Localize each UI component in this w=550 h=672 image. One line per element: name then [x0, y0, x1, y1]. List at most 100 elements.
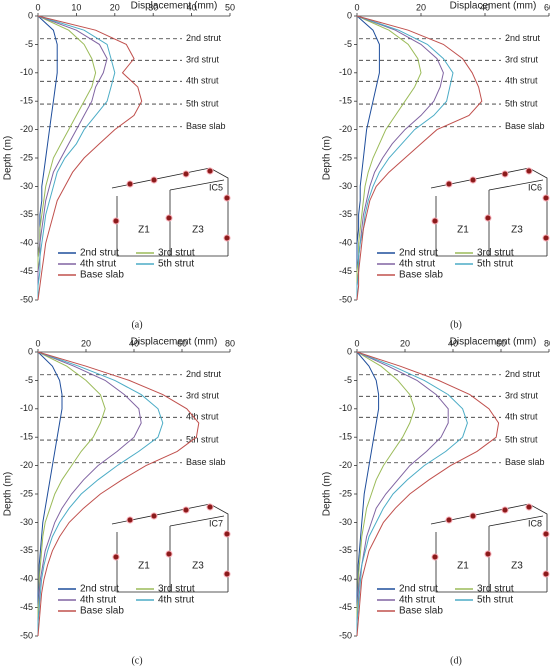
legend-label: 4th strut	[80, 595, 116, 606]
x-tick-label: 0	[35, 2, 40, 12]
x-axis-label: Displacement (mm)	[131, 337, 218, 348]
legend-label: 2nd strut	[399, 584, 438, 595]
x-tick-label: 40	[448, 338, 458, 348]
inset-zone-label: Z1	[138, 225, 150, 236]
inset-sensor	[223, 530, 231, 538]
series-line	[37, 351, 200, 637]
inset-sensor	[525, 503, 533, 511]
inset-sensor	[126, 516, 134, 524]
inset-outline	[111, 503, 229, 592]
legend-label: Base slab	[80, 270, 124, 281]
x-tick-label: 60	[496, 338, 506, 348]
inset-tag: IC6	[528, 182, 542, 192]
legend-label: 2nd strut	[399, 248, 438, 259]
inset-tag: IC7	[209, 518, 223, 528]
y-tick-label: -40	[20, 574, 33, 584]
strut-level-label: 3rd strut	[186, 391, 220, 401]
x-tick-label: 0	[35, 338, 40, 348]
legend-label: 2nd strut	[80, 248, 119, 259]
y-tick-label: -15	[20, 432, 33, 442]
inset-sensor	[223, 570, 231, 578]
inset-zone-z1	[116, 526, 171, 593]
y-tick-label: -45	[20, 266, 33, 276]
series-line	[356, 15, 380, 300]
inset-tag: IC5	[209, 182, 223, 192]
series-line	[356, 15, 483, 301]
y-tick-label: -15	[339, 432, 352, 442]
inset-sensor	[469, 176, 477, 184]
y-tick-label: -40	[20, 238, 33, 248]
strut-level-label: 5th strut	[186, 434, 219, 444]
y-tick-label: -45	[339, 602, 352, 612]
y-tick-label: -20	[20, 460, 33, 470]
inset-sensor	[165, 214, 173, 222]
y-tick-label: 0	[347, 346, 352, 356]
y-tick-label: -35	[339, 545, 352, 555]
series-line	[37, 351, 63, 636]
x-tick-label: 10	[71, 2, 81, 12]
strut-level-label: 4th strut	[186, 412, 219, 422]
y-tick-label: -35	[339, 209, 352, 219]
inset-zone-z3	[488, 515, 547, 593]
y-tick-label: -10	[339, 403, 352, 413]
series-line	[356, 15, 454, 300]
x-axis-label: Displacement (mm)	[450, 1, 537, 12]
strut-level-label: 5th strut	[186, 98, 219, 108]
inset-zone-z3	[488, 179, 547, 257]
y-tick-label: 0	[28, 10, 33, 20]
inset-zone-label: Z3	[192, 225, 204, 236]
x-tick-label: 50	[225, 2, 235, 12]
strut-level-label: Base slab	[505, 121, 545, 131]
strut-level-label: 5th strut	[505, 434, 538, 444]
inset-sensor	[542, 234, 550, 242]
legend-label: 3rd strut	[477, 584, 514, 595]
x-tick-label: 80	[225, 338, 235, 348]
inset-zone-z1	[435, 190, 490, 257]
strut-level-label: 3rd strut	[186, 55, 220, 65]
y-tick-label: -30	[20, 517, 33, 527]
inset-sensor	[126, 180, 134, 188]
x-tick-label: 30	[148, 2, 158, 12]
legend-label: 5th strut	[158, 259, 194, 270]
y-tick-label: -15	[20, 96, 33, 106]
series-line	[37, 15, 97, 300]
series-line	[37, 351, 142, 636]
y-tick-label: -30	[339, 181, 352, 191]
y-tick-label: -10	[20, 67, 33, 77]
y-tick-label: -5	[344, 375, 352, 385]
y-tick-label: -40	[339, 574, 352, 584]
y-axis-label: Depth (m)	[3, 136, 14, 180]
panel-label: (a)	[131, 319, 142, 330]
inset-sensor	[469, 512, 477, 520]
x-tick-label: 0	[354, 338, 359, 348]
inset-zone-z3	[169, 515, 228, 593]
inset-sensor	[501, 506, 509, 514]
y-tick-label: 0	[347, 10, 352, 20]
inset-sensor	[206, 503, 214, 511]
y-axis-label: Depth (m)	[322, 472, 333, 516]
inset-sensor	[150, 512, 158, 520]
x-tick-label: 40	[129, 338, 139, 348]
strut-level-label: Base slab	[505, 457, 545, 467]
inset-zone-label: Z3	[192, 561, 204, 572]
inset-sensor	[206, 167, 214, 175]
inset-zone-label: Z3	[511, 561, 523, 572]
y-tick-label: -10	[339, 67, 352, 77]
inset-sensor	[182, 170, 190, 178]
x-tick-label: 40	[480, 2, 490, 12]
strut-level-label: Base slab	[186, 457, 226, 467]
y-tick-label: -10	[20, 403, 33, 413]
inset-zone-z1	[116, 190, 171, 257]
y-axis-label: Depth (m)	[322, 136, 333, 180]
y-tick-label: -50	[20, 294, 33, 304]
inset-sensor	[431, 553, 439, 561]
x-tick-label: 60	[177, 338, 187, 348]
panel-label: (c)	[131, 655, 142, 666]
legend-label: Base slab	[80, 606, 124, 617]
inset-zone-label: Z3	[511, 225, 523, 236]
x-axis-label: Displacement (mm)	[450, 337, 537, 348]
inset-sensor	[112, 217, 120, 225]
x-tick-label: 0	[354, 2, 359, 12]
y-tick-label: -40	[339, 238, 352, 248]
